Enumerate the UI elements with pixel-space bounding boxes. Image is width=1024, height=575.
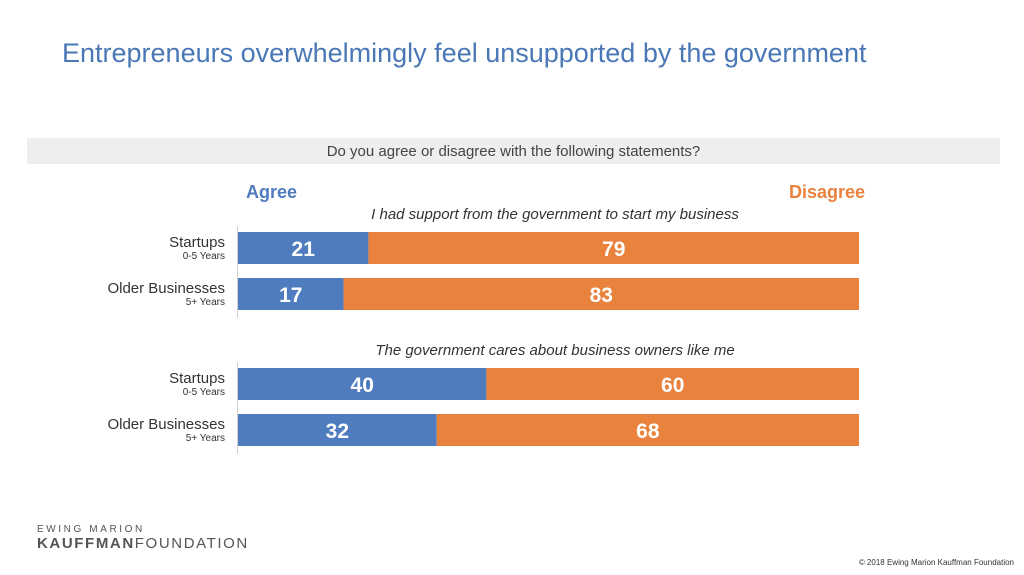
bar-disagree-1-1 xyxy=(368,232,859,264)
logo-rest-word: FOUNDATION xyxy=(134,535,249,552)
row-sublabel: 5+ Years xyxy=(186,297,225,308)
copyright: © 2018 Ewing Marion Kauffman Foundation xyxy=(858,558,1014,567)
legend-agree: Agree xyxy=(246,182,298,202)
logo: KAUFFMANFOUNDATION xyxy=(37,535,249,552)
value-label-disagree: 83 xyxy=(590,284,613,307)
statement-1: I had support from the government to sta… xyxy=(371,206,739,223)
row-label: Startups xyxy=(169,370,225,387)
statement-2: The government cares about business owne… xyxy=(375,342,734,359)
row-sublabel: 0-5 Years xyxy=(183,387,225,398)
value-label-agree: 40 xyxy=(351,374,374,397)
bar-agree-1-1 xyxy=(238,232,369,264)
row-sublabel: 5+ Years xyxy=(186,433,225,444)
value-label-agree: 32 xyxy=(326,420,349,443)
page-title: Entrepreneurs overwhelmingly feel unsupp… xyxy=(62,38,867,68)
row-label: Older Businesses xyxy=(107,280,225,297)
value-label-disagree: 60 xyxy=(661,374,684,397)
question-text: Do you agree or disagree with the follow… xyxy=(326,143,701,160)
legend-disagree: Disagree xyxy=(788,182,865,202)
bar-disagree-1-2 xyxy=(343,278,859,310)
value-label-disagree: 68 xyxy=(636,420,660,443)
value-label-agree: 21 xyxy=(292,238,316,261)
bar-agree-2-1 xyxy=(238,368,487,400)
logo-bold-word: KAUFFMAN xyxy=(37,535,135,552)
question-band xyxy=(27,138,1000,164)
bar-disagree-2-1 xyxy=(486,368,859,400)
row-sublabel: 0-5 Years xyxy=(183,251,225,262)
bar-disagree-2-2 xyxy=(436,414,859,446)
bar-agree-2-2 xyxy=(238,414,437,446)
row-label: Startups xyxy=(169,234,225,251)
value-label-disagree: 79 xyxy=(602,238,625,261)
bar-agree-1-2 xyxy=(238,278,344,310)
row-label: Older Businesses xyxy=(107,416,225,433)
logo-top-line: EWING MARION xyxy=(37,524,145,535)
value-label-agree: 17 xyxy=(279,284,302,307)
